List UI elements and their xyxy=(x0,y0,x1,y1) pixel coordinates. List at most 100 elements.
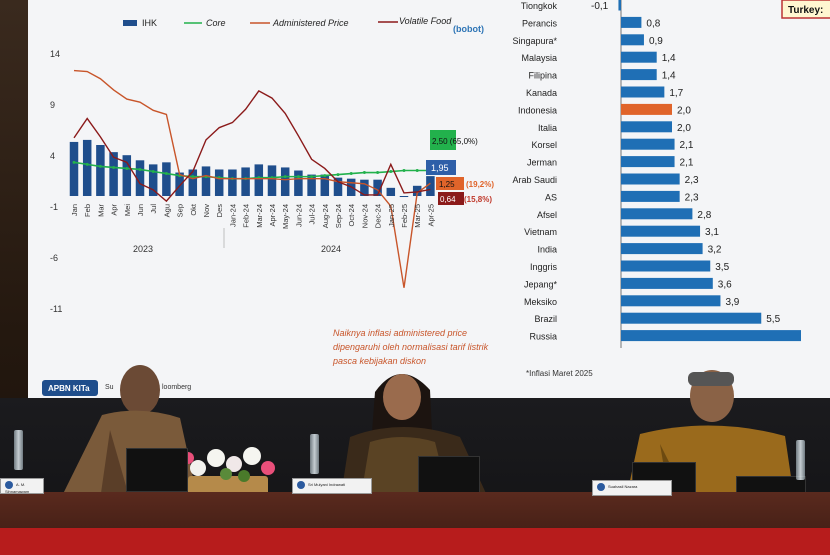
nameplate-left: A. M. Sihnamawam xyxy=(0,478,44,494)
ihk-bar xyxy=(373,179,382,196)
country-label: Jerman xyxy=(527,158,557,168)
y-axis-ticks: 14 9 4 -1 -6 -11 xyxy=(50,49,62,314)
country-label: Jepang* xyxy=(524,279,558,289)
core-point xyxy=(85,162,89,166)
legend-admin: Administered Price xyxy=(272,18,349,28)
year-2024: 2024 xyxy=(321,244,341,254)
country-value: 2,3 xyxy=(685,192,699,203)
apbn-badge-label: APBN KITa xyxy=(48,384,90,393)
country-bar xyxy=(621,103,672,115)
core-point xyxy=(112,165,116,169)
x-tick-label: Jan-24 xyxy=(228,204,237,227)
ihk-bar xyxy=(360,179,369,196)
ihk-bar xyxy=(162,162,171,196)
y-tick-label: -11 xyxy=(50,304,62,314)
presentation-screen: IHK Core Administered Price Volatile Foo… xyxy=(28,0,830,398)
administered-price-line xyxy=(73,69,431,288)
x-tick-label: Apr-24 xyxy=(268,204,277,227)
legend-ihk-swatch xyxy=(123,20,137,26)
core-point xyxy=(349,172,353,176)
country-value: 3,1 xyxy=(705,227,719,238)
x-tick-label: Mei xyxy=(123,204,132,216)
country-bar xyxy=(621,208,693,220)
tablet-center xyxy=(418,456,480,494)
ministry-logo-icon xyxy=(597,483,605,491)
ihk-bar xyxy=(148,164,158,196)
x-tick-label: Sep xyxy=(176,204,185,217)
legend-food: Volatile Food xyxy=(399,16,452,26)
country-bar xyxy=(621,312,762,324)
y-tick-label: -6 xyxy=(50,253,58,263)
core-point xyxy=(389,170,393,174)
ihk-bar xyxy=(280,167,290,196)
apbn-badge xyxy=(42,380,98,396)
callout-food: 0,64 xyxy=(440,195,456,204)
x-tick-label: Feb-25 xyxy=(400,204,409,228)
ministry-logo-icon xyxy=(297,481,305,489)
country-label: Kanada xyxy=(526,88,557,98)
ihk-bar xyxy=(386,187,396,196)
core-point xyxy=(376,171,380,175)
y-tick-label: 14 xyxy=(50,49,60,59)
core-point xyxy=(323,174,327,178)
ihk-bar xyxy=(122,155,132,196)
country-label: Afsel xyxy=(537,210,557,220)
x-tick-label: Mar xyxy=(96,204,105,217)
country-label: AS xyxy=(545,192,557,202)
inflation-chart xyxy=(69,69,435,288)
annotation-line-1: Naiknya inflasi administered price xyxy=(333,328,467,338)
turkey-label: Turkey: xyxy=(788,5,823,16)
country-bar xyxy=(621,121,672,133)
callout-food-weight: (15,8%) xyxy=(464,195,492,204)
core-point xyxy=(72,160,76,164)
annotation-line-2: dipengaruhi oleh normalisasi tarif listr… xyxy=(333,342,489,352)
water-bottle-1 xyxy=(14,430,23,470)
country-bar xyxy=(621,295,721,307)
core-point xyxy=(191,175,195,179)
country-label: Korsel xyxy=(531,140,557,150)
country-label: Italia xyxy=(538,123,557,133)
ihk-bar xyxy=(399,196,409,198)
core-point xyxy=(125,166,129,170)
ihk-bar xyxy=(307,174,316,196)
callout-admin: 1,25 xyxy=(439,180,455,189)
ihk-bar xyxy=(201,166,211,196)
country-label: Filipina xyxy=(528,71,557,81)
country-bar xyxy=(621,69,657,81)
x-tick-label: Des xyxy=(215,204,224,218)
country-value: 0,9 xyxy=(649,36,663,47)
country-value: -0,1 xyxy=(591,1,609,12)
country-bar xyxy=(621,138,675,150)
ihk-bar xyxy=(135,160,145,196)
country-label: India xyxy=(537,245,557,255)
x-tick-label: Apr-25 xyxy=(426,204,435,227)
x-tick-label: Aug-24 xyxy=(321,204,330,228)
callout-admin-weight: (19,2%) xyxy=(466,180,494,189)
ihk-bar xyxy=(254,164,264,196)
country-label: Singapura* xyxy=(512,36,557,46)
annotation-text: Naiknya inflasi administered price dipen… xyxy=(332,328,491,366)
x-tick-label: Apr xyxy=(110,203,119,215)
country-bar xyxy=(621,225,701,237)
nameplate-center: Sri Mulyani Indrawati xyxy=(292,478,372,494)
core-point xyxy=(138,167,142,171)
x-tick-label: Okt xyxy=(189,203,198,216)
core-point xyxy=(296,175,300,179)
callout-ihk: 1,95 xyxy=(431,163,449,173)
nameplate-right-text: Suahasil Nazara xyxy=(608,484,638,490)
x-tick-label: Jan-25 xyxy=(387,204,396,227)
ihk-bar xyxy=(320,174,330,196)
country-label: Meksiko xyxy=(524,297,557,307)
laptop-left xyxy=(126,448,188,492)
country-value: 5,5 xyxy=(766,314,780,325)
nameplate-left-text: A. M. Sihnamawam xyxy=(5,482,30,494)
legend-core: Core xyxy=(206,18,226,28)
country-bar xyxy=(621,330,801,342)
x-tick-label: Feb-24 xyxy=(242,204,251,228)
ihk-bar xyxy=(228,169,237,196)
country-value: 2,1 xyxy=(680,140,694,151)
ihk-bar xyxy=(267,165,277,196)
x-tick-label: Jan xyxy=(70,204,79,216)
slide: IHK Core Administered Price Volatile Foo… xyxy=(42,0,830,396)
x-tick-label: Nov xyxy=(202,204,211,218)
